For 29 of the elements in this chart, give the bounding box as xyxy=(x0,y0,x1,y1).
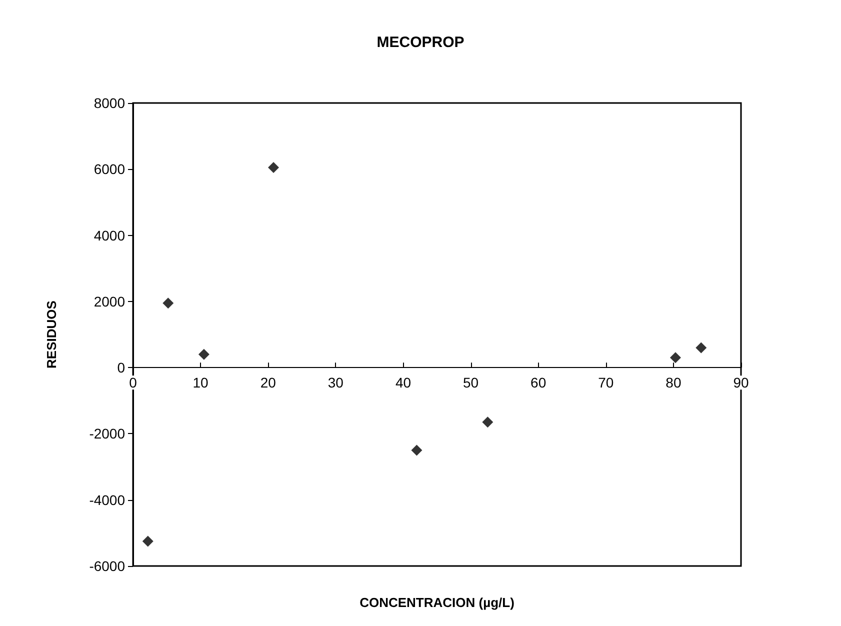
x-tick-label: 30 xyxy=(328,374,344,391)
x-tick-label: 70 xyxy=(598,374,614,391)
point xyxy=(670,352,681,364)
y-tick-label: 8000 xyxy=(94,95,126,111)
x-tick-label: 80 xyxy=(666,374,682,391)
x-tick-label: 10 xyxy=(192,374,209,391)
y-tick-label: 4000 xyxy=(94,227,126,244)
y-tick-label: 0 xyxy=(117,360,126,376)
point xyxy=(142,536,154,547)
y-tick-label: 6000 xyxy=(94,161,126,178)
x-tick-label: 20 xyxy=(260,374,276,391)
point xyxy=(162,298,174,309)
point xyxy=(198,348,210,360)
y-tick-label: -6000 xyxy=(89,558,126,574)
point xyxy=(268,162,280,173)
point xyxy=(696,342,707,354)
point xyxy=(411,444,422,456)
y-tick-label: 2000 xyxy=(94,293,126,310)
y-axis-title: RESIDUOS xyxy=(44,300,59,368)
point xyxy=(482,416,494,428)
x-tick-label: 40 xyxy=(395,374,412,391)
y-tick-label: -2000 xyxy=(89,426,126,442)
x-axis-title: CONCENTRACION (µg/L) xyxy=(360,595,514,610)
chart-title: MECOPROP xyxy=(376,34,464,51)
x-tick-label: 50 xyxy=(462,374,479,391)
x-tick-label: 90 xyxy=(733,374,749,391)
x-tick-label: 60 xyxy=(530,374,546,391)
x-tick-label: 0 xyxy=(129,374,138,391)
y-tick-label: -4000 xyxy=(89,492,126,508)
